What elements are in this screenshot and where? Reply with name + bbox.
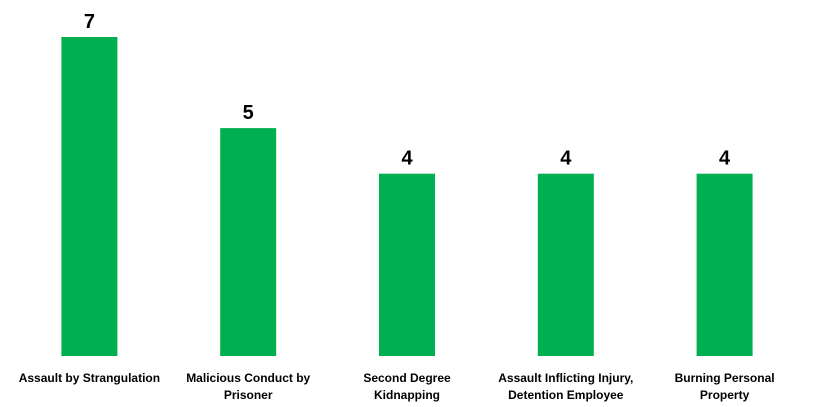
bar-0 — [61, 37, 118, 356]
data-label-3: 4 — [560, 148, 572, 170]
category-label-1: Malicious Conduct by Prisoner — [186, 371, 310, 402]
data-label-1: 5 — [243, 102, 254, 124]
data-label-4: 4 — [719, 148, 731, 170]
category-label-0: Assault by Strangulation — [19, 371, 160, 385]
data-label-0: 7 — [84, 11, 95, 33]
bar-4 — [696, 173, 753, 356]
bar-1 — [220, 128, 277, 356]
bar-2 — [379, 173, 435, 356]
category-label-4: Burning Personal Property — [675, 371, 775, 402]
category-label-3: Assault Inflicting Injury, Detention Empl… — [498, 371, 633, 402]
data-label-2: 4 — [401, 148, 413, 170]
category-label-2: Second Degree Kidnapping — [363, 371, 451, 402]
bar-3 — [537, 173, 594, 356]
